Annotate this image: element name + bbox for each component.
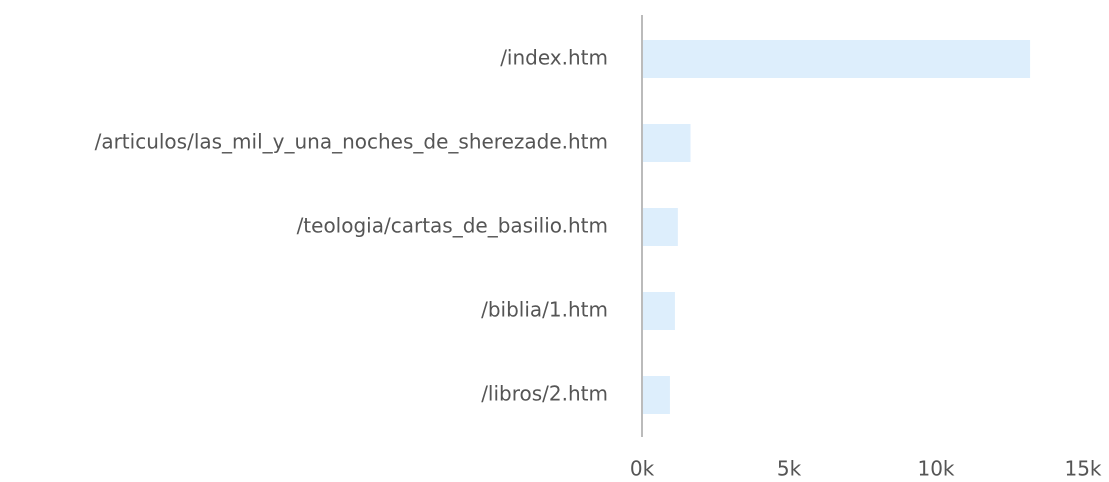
y-tick-label: /libros/2.htm [481,382,608,406]
bar [642,124,691,162]
y-tick-label: /index.htm [500,46,608,70]
bar [642,40,1031,78]
bar [642,292,675,330]
y-tick-label: /articulos/las_mil_y_una_noches_de_shere… [95,130,608,154]
x-tick-label: 15k [1064,457,1101,481]
y-tick-label: /biblia/1.htm [481,298,608,322]
bar [642,208,678,246]
x-tick-label: 10k [917,457,954,481]
y-tick-label: /teologia/cartas_de_basilio.htm [297,214,608,238]
x-tick-label: 5k [777,457,802,481]
bar [642,376,670,414]
x-tick-label: 0k [630,457,655,481]
